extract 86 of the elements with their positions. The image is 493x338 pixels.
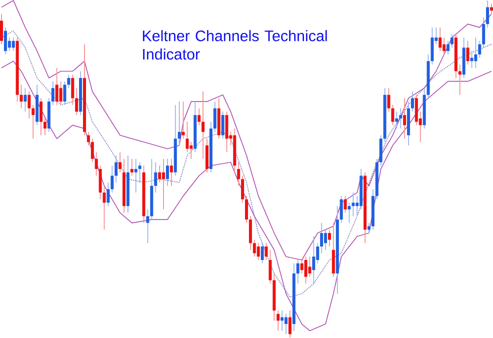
candlestick — [110, 165, 114, 194]
candlestick — [63, 80, 66, 106]
candlestick — [190, 142, 193, 160]
candlestick — [118, 152, 122, 173]
candlestick — [28, 91, 31, 119]
candlestick — [395, 111, 398, 130]
candlestick — [0, 13, 4, 45]
candlestick — [256, 242, 260, 260]
candlestick — [158, 165, 162, 183]
candlestick — [466, 40, 470, 65]
candlestick — [94, 152, 98, 176]
candlestick — [280, 310, 284, 332]
candlestick — [288, 310, 292, 338]
candlestick — [75, 88, 78, 116]
candlestick — [478, 40, 482, 58]
candlestick — [71, 74, 74, 106]
candlestick — [332, 222, 335, 278]
candlestick — [300, 260, 304, 274]
candlestick — [304, 256, 308, 284]
candlestick — [106, 182, 110, 207]
candlestick — [379, 134, 382, 166]
candlestick — [138, 162, 142, 183]
candlestick — [182, 101, 185, 140]
candlestick — [486, 0, 490, 28]
candlestick — [162, 158, 166, 210]
candlestick — [430, 26, 434, 65]
candlestick — [40, 98, 43, 136]
candlestick — [4, 26, 7, 55]
candlestick — [268, 249, 272, 284]
candlestick — [98, 165, 102, 200]
candlestick — [252, 239, 256, 258]
candlestick — [154, 162, 158, 194]
candlestick — [438, 26, 442, 52]
candlestick — [352, 192, 355, 217]
candlestick — [344, 195, 347, 214]
candlestick — [482, 16, 486, 48]
candlestick — [348, 202, 351, 224]
text: Keltner Channels Technical Indicator — [142, 30, 327, 60]
candlestick — [86, 131, 90, 146]
candlestick — [308, 256, 312, 278]
candlestick — [221, 111, 224, 140]
candlestick — [458, 64, 462, 96]
candlestick — [186, 121, 189, 153]
candlestick — [12, 37, 15, 52]
candlestick — [403, 98, 406, 140]
candlestick — [32, 104, 35, 140]
candlestick — [55, 67, 58, 106]
candlestick — [296, 260, 300, 284]
candlestick — [414, 94, 418, 126]
candlestick — [399, 108, 402, 130]
candlestick — [276, 310, 280, 332]
candlestick — [202, 91, 205, 160]
candlestick — [312, 236, 316, 284]
candlestick — [446, 40, 450, 55]
candlestick — [205, 138, 208, 173]
candlestick — [198, 108, 201, 126]
candlestick — [284, 313, 288, 335]
candlestick — [146, 208, 150, 244]
candlestick — [260, 242, 264, 264]
candlestick — [328, 229, 331, 247]
candlestick — [24, 88, 27, 112]
candlestick — [410, 91, 414, 112]
candlestick — [248, 216, 252, 250]
candlestick — [20, 84, 23, 109]
candlestick — [90, 138, 94, 163]
candlestick — [245, 195, 248, 224]
candlestick — [51, 80, 54, 106]
candlestick — [67, 74, 70, 89]
candlestick — [474, 37, 478, 68]
candlestick — [170, 158, 173, 186]
candlestick — [324, 229, 328, 250]
candlestick — [130, 158, 134, 176]
candlestick — [134, 158, 138, 194]
candlestick — [114, 155, 118, 183]
candlestick — [178, 101, 181, 146]
candlestick — [340, 195, 343, 224]
candlestick — [320, 222, 324, 254]
candlestick — [450, 34, 454, 48]
candlestick — [43, 118, 46, 136]
candlestick — [166, 158, 169, 186]
candlestick — [213, 101, 216, 132]
candlestick — [442, 37, 446, 55]
candlestick — [237, 162, 240, 186]
candlestick — [225, 111, 228, 153]
candlestick — [241, 175, 244, 204]
candlestick — [59, 80, 62, 106]
